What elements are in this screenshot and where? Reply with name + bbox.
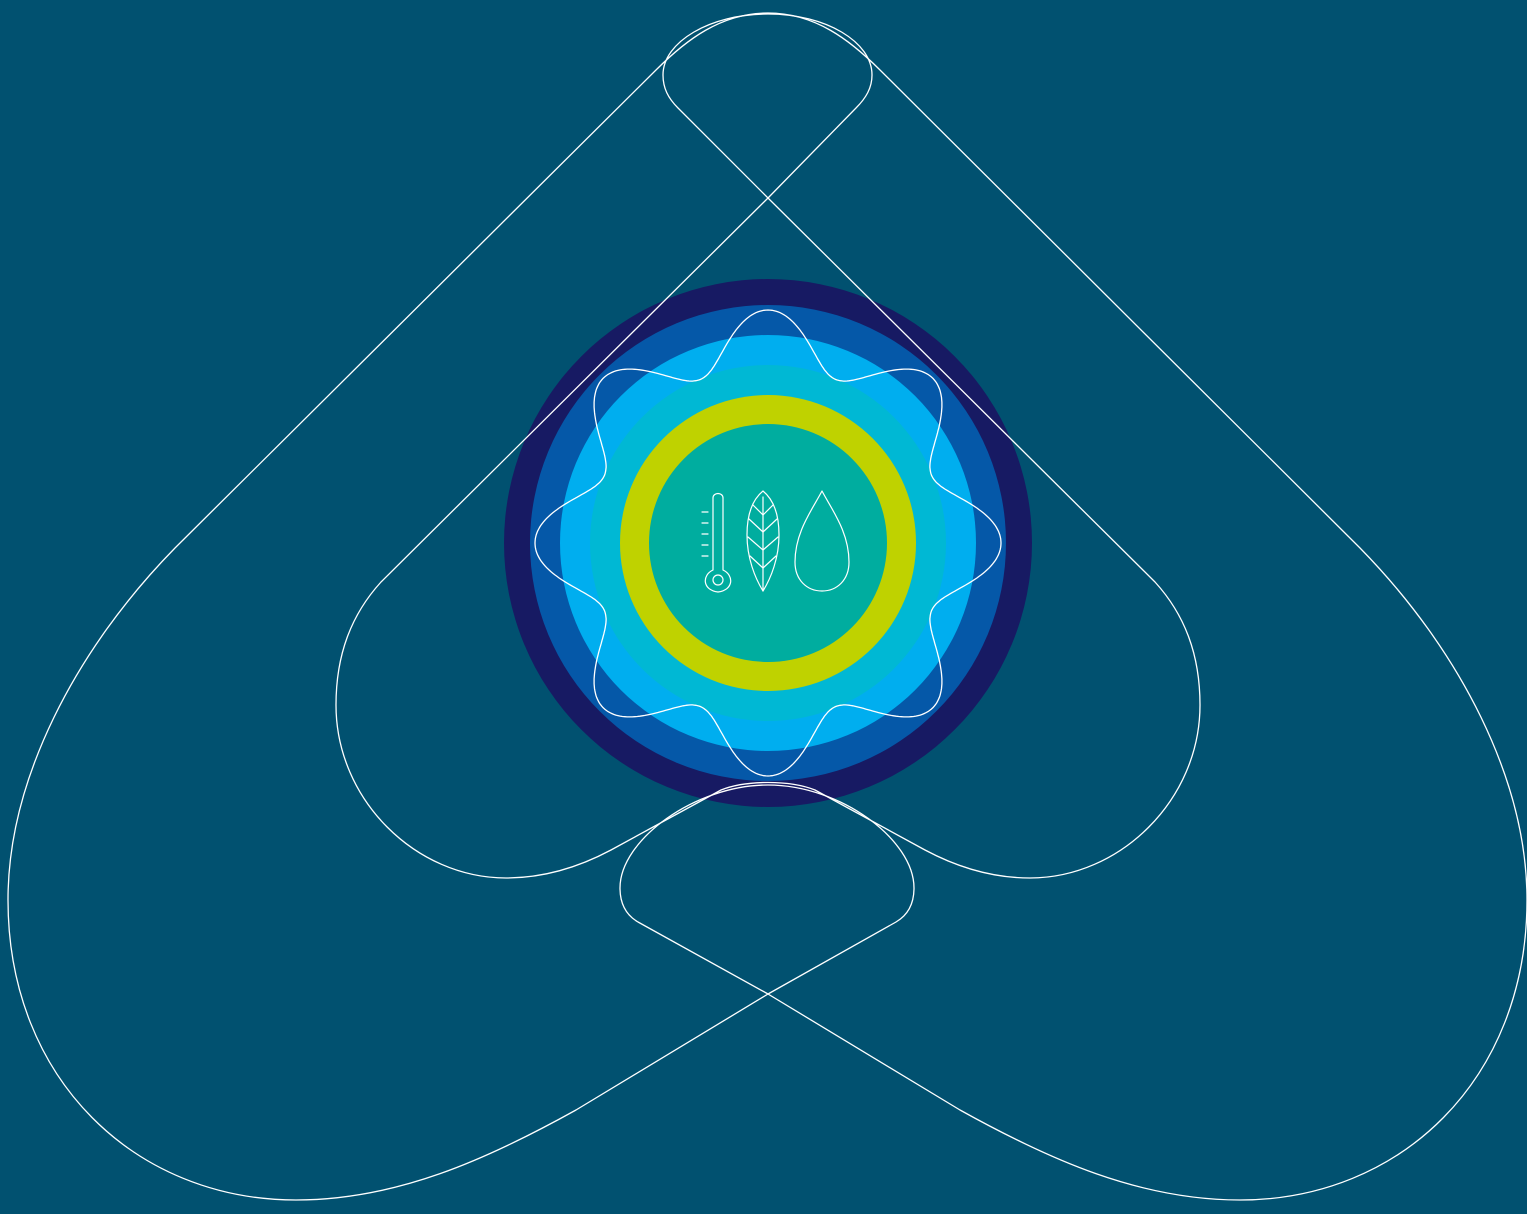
icon-group: [701, 490, 850, 593]
inner-heart-outline: [335, 197, 1201, 879]
wavy-flower-outline: [534, 309, 1002, 777]
thermometer-icon: [701, 492, 732, 593]
core-teal: [649, 424, 887, 662]
top-lobe-outline: [662, 13, 873, 199]
circle-emblem: [504, 279, 1032, 807]
bottom-lobe-outline: [619, 784, 915, 995]
leaf-icon: [746, 490, 780, 592]
water-drop-icon: [794, 490, 850, 592]
